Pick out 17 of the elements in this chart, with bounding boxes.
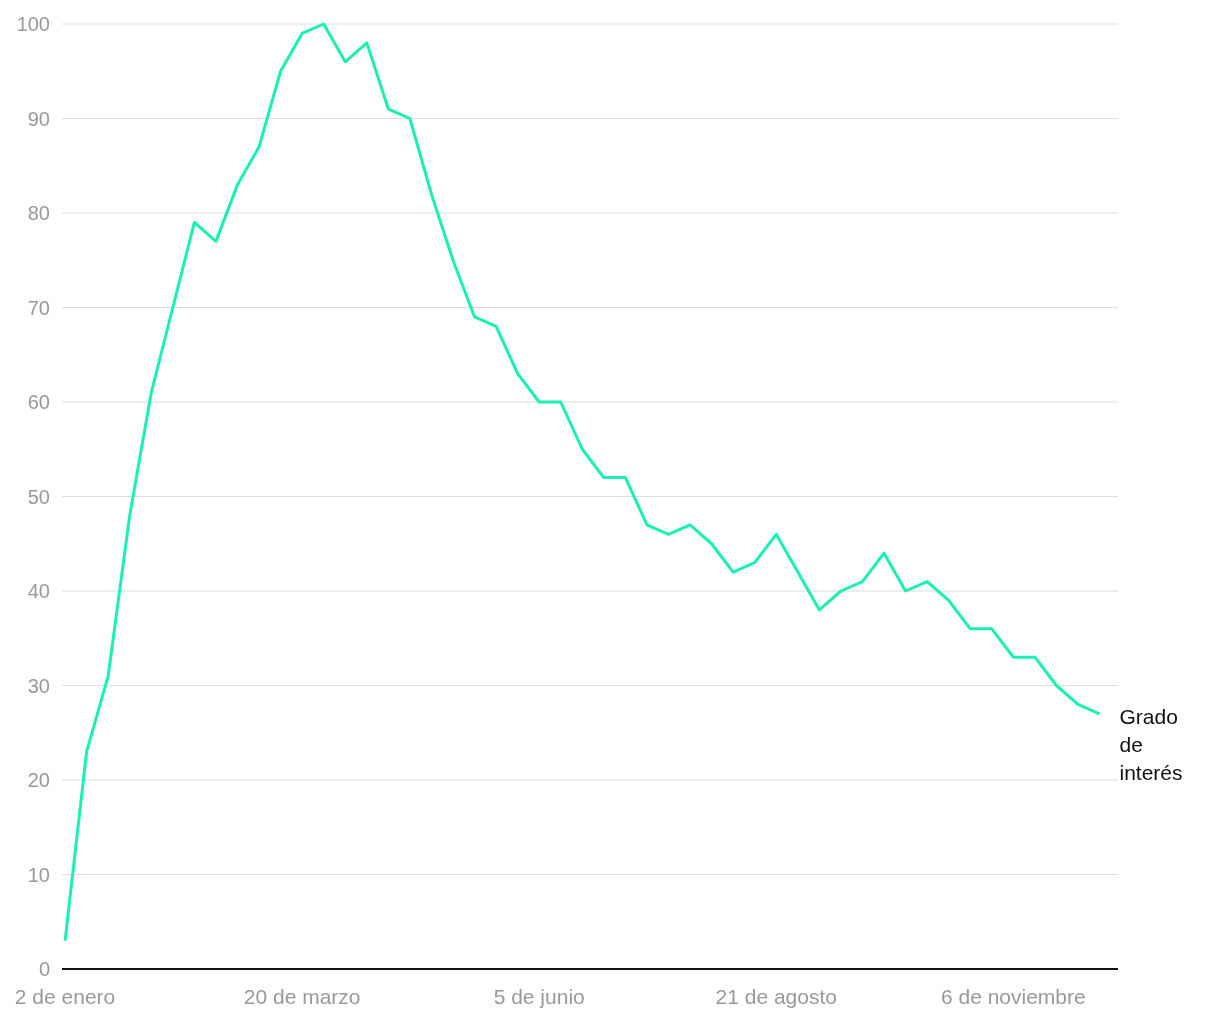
y-tick-label: 90 [27, 107, 50, 130]
y-tick-label: 100 [16, 13, 50, 35]
y-tick-label: 20 [27, 769, 50, 791]
x-tick-label: 21 de agosto [715, 985, 837, 1008]
y-tick-label: 70 [27, 296, 50, 319]
y-tick-label: 0 [38, 958, 50, 980]
x-tick-label: 2 de enero [14, 985, 116, 1008]
y-tick-label: 40 [27, 580, 50, 602]
x-tick-label: 5 de junio [493, 985, 585, 1008]
series-label: Grado de interés [1119, 704, 1183, 784]
x-tick-label: 20 de marzo [243, 985, 361, 1008]
y-tick-label: 30 [27, 674, 50, 697]
y-tick-label: 10 [27, 863, 50, 886]
y-tick-label: 80 [27, 202, 50, 224]
y-tick-label: 60 [27, 391, 50, 413]
x-tick-label: 6 de noviembre [940, 985, 1086, 1008]
y-tick-label: 50 [27, 485, 50, 508]
